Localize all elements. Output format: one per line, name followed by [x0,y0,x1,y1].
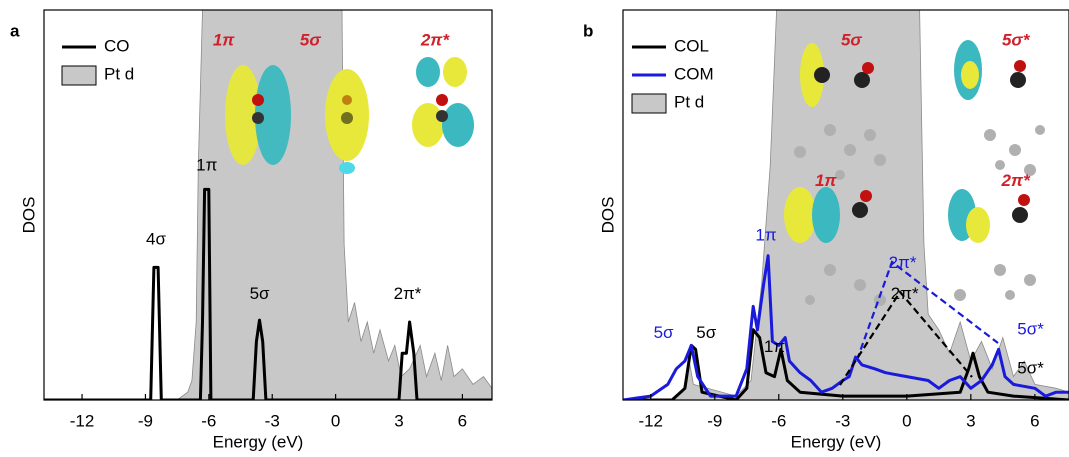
x-axis-label: Energy (eV) [791,432,882,451]
legend-swatch [631,93,667,114]
y-axis-label: DOS [598,197,617,234]
dashed-guides [839,260,999,386]
legend-label: COM [674,64,714,83]
x-axis-label: Energy (eV) [213,432,304,451]
x-tick-label: 6 [1030,411,1039,430]
x-tick-label: -12 [638,411,663,430]
x-tick-label: -6 [201,411,216,430]
dos-line [44,187,492,400]
orbital-insets-a [225,57,474,174]
annotation: 2π* [420,31,451,50]
plot-area [623,10,1069,400]
x-tick-label: -6 [771,411,786,430]
annotation: 5σ [654,323,674,342]
annotation: 1π [815,171,837,190]
x-tick-label: -3 [835,411,850,430]
legend-swatch [61,65,97,86]
panel-label: b [583,21,593,40]
annotation: 1π [764,337,785,356]
x-tick-label: 3 [966,411,975,430]
annotation: 5σ* [1017,319,1044,338]
axes-frame [622,9,1069,401]
dos-line [623,254,1069,400]
dos-line [623,328,1069,400]
annotation: 1π [196,155,217,174]
x-tick-label: 3 [394,411,403,430]
annotation: 1π [213,31,235,50]
x-tick-label: 6 [458,411,467,430]
x-tick-label: 0 [902,411,911,430]
y-axis-label: DOS [19,197,38,234]
annotation: 1π [755,226,776,245]
annotation: 2π* [889,253,917,272]
x-tick-label: -9 [707,411,722,430]
annotation: 5σ [300,31,321,50]
annotation: 4σ [146,230,166,249]
x-tick-label: 0 [331,411,340,430]
annotation: 5σ [841,31,862,50]
orbital-insets-b [784,40,1045,306]
x-tick-label: -12 [70,411,95,430]
annotation: 2π* [1001,171,1032,190]
legend-label: CO [104,36,130,55]
axes-frame [43,9,493,401]
panel-label: a [10,21,20,40]
annotation: 2π* [891,284,919,303]
annotation: 5σ* [1017,358,1044,377]
x-tick-label: -9 [138,411,153,430]
annotation: 5σ [250,284,270,303]
annotation: 5σ [696,323,716,342]
x-tick-label: -3 [265,411,280,430]
legend-label: Pt d [104,64,134,83]
legend-label: COL [674,36,709,55]
legend-label: Pt d [674,92,704,111]
annotation: 5σ* [1002,31,1031,50]
annotation: 2π* [394,284,422,303]
